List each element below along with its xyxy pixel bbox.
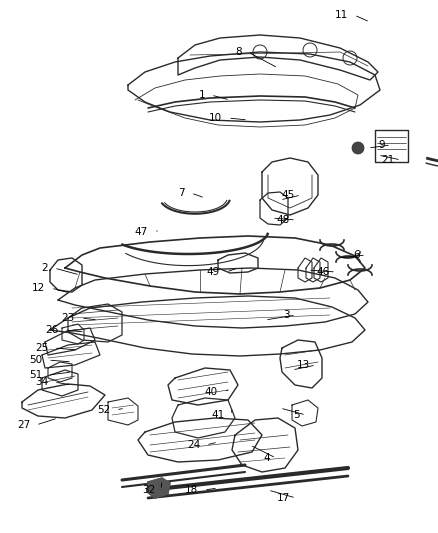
Text: 17: 17 xyxy=(277,493,290,503)
Polygon shape xyxy=(147,478,170,498)
Text: 2: 2 xyxy=(41,263,48,273)
Text: 21: 21 xyxy=(382,155,395,165)
Text: 27: 27 xyxy=(17,420,30,430)
Text: 4: 4 xyxy=(263,453,270,463)
Text: 3: 3 xyxy=(283,310,290,320)
Text: 23: 23 xyxy=(62,313,75,323)
Text: 41: 41 xyxy=(212,410,225,420)
Text: 1: 1 xyxy=(198,90,205,100)
Text: 11: 11 xyxy=(335,10,348,20)
Text: 32: 32 xyxy=(142,485,155,495)
Text: 26: 26 xyxy=(45,325,58,335)
Text: 47: 47 xyxy=(135,227,148,237)
Text: 12: 12 xyxy=(32,283,45,293)
Text: 50: 50 xyxy=(29,355,42,365)
Text: 7: 7 xyxy=(178,188,185,198)
Text: 13: 13 xyxy=(297,360,310,370)
Text: 8: 8 xyxy=(235,47,242,57)
Text: 45: 45 xyxy=(282,190,295,200)
Text: 48: 48 xyxy=(277,215,290,225)
Circle shape xyxy=(352,142,364,154)
Text: 40: 40 xyxy=(205,387,218,397)
Text: 5: 5 xyxy=(293,410,300,420)
Text: 10: 10 xyxy=(209,113,222,123)
Text: 34: 34 xyxy=(35,377,48,387)
Text: 52: 52 xyxy=(97,405,110,415)
Text: 6: 6 xyxy=(353,250,360,260)
Text: 18: 18 xyxy=(185,485,198,495)
Text: 51: 51 xyxy=(29,370,42,380)
Text: 9: 9 xyxy=(378,140,385,150)
Text: 25: 25 xyxy=(35,343,48,353)
Text: 24: 24 xyxy=(187,440,200,450)
Text: 46: 46 xyxy=(317,267,330,277)
Text: 49: 49 xyxy=(207,267,220,277)
